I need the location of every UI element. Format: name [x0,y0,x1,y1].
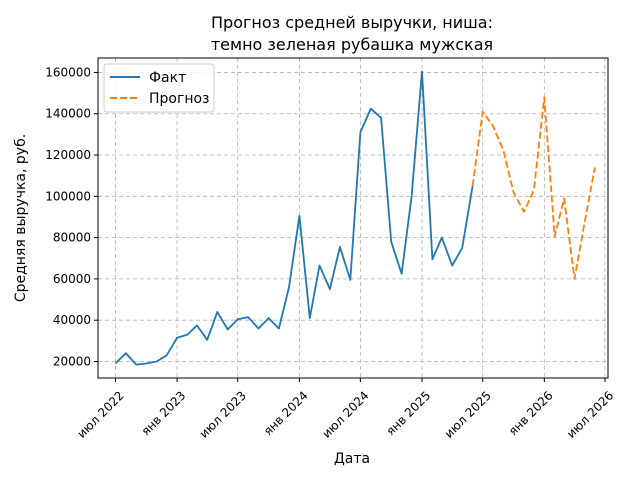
data-point [166,354,168,356]
data-point [563,197,565,199]
data-point [554,236,556,238]
x-tick-label: июл 2026 [564,388,616,440]
x-tick-label: июл 2024 [319,388,371,440]
chart-title-line2: темно зеленая рубашка мужская [211,35,493,54]
data-point [523,211,525,213]
y-tick-label: 120000 [45,148,91,162]
plot-frame [97,57,609,379]
x-tick-label: июл 2023 [197,388,249,440]
data-point [472,185,474,187]
data-point [114,363,116,365]
legend: Факт Прогноз [103,63,215,113]
legend-label-forecast: Прогноз [149,91,210,107]
chart-title-line1: Прогноз средней выручки, ниша: [211,13,493,32]
data-point [584,222,586,224]
data-point [543,96,545,98]
series-lines [114,70,596,366]
x-tick-label: июл 2025 [442,388,494,440]
data-point [441,237,443,239]
data-point [278,327,280,329]
data-point [401,273,403,275]
data-point [492,125,494,127]
data-point [125,352,127,354]
data-point [339,246,341,248]
data-point [247,316,249,318]
y-axis-label: Средняя выручка, руб. [13,134,29,302]
data-point [318,264,320,266]
data-point [206,339,208,341]
data-point [482,111,484,113]
x-tick-label: янв 2026 [506,388,556,438]
x-tick-label: янв 2024 [261,388,311,438]
data-point [502,150,504,152]
data-point [268,317,270,319]
series-line-0 [114,70,474,366]
grid-lines [98,58,608,378]
data-point [359,131,361,133]
data-point [390,241,392,243]
data-point [431,258,433,260]
y-tick-label: 140000 [45,107,91,121]
y-tick-label: 60000 [53,272,91,286]
data-point [227,328,229,330]
data-point [573,278,575,280]
data-point [186,334,188,336]
data-point [135,364,137,366]
y-tick-label: 80000 [53,231,91,245]
data-point [196,324,198,326]
data-point [421,70,423,72]
y-tick-label: 40000 [53,313,91,327]
data-point [533,189,535,191]
data-point [156,360,158,362]
x-tick-label: июл 2022 [74,388,126,440]
data-point [145,363,147,365]
x-tick-label: янв 2025 [384,388,434,438]
x-tick-label: янв 2023 [139,388,189,438]
data-point [237,318,239,320]
legend-label-fact: Факт [149,70,186,86]
y-tick-label: 160000 [45,65,91,79]
data-point [298,215,300,217]
data-point [513,191,515,193]
data-point [288,286,290,288]
data-point [411,195,413,197]
data-point [216,311,218,313]
y-tick-label: 20000 [53,354,91,368]
data-point [451,264,453,266]
data-point [461,247,463,249]
data-point [349,279,351,281]
y-tick-label: 100000 [45,189,91,203]
data-point [329,288,331,290]
x-axis-label: Дата [334,451,370,467]
data-point [370,108,372,110]
axis-ticks: 20000 40000 60000 80000 100000 120000 140000 16… [45,65,616,440]
series-line-1 [471,96,596,280]
data-point [176,337,178,339]
data-point [380,117,382,119]
data-point [594,166,596,168]
data-point [258,327,260,329]
data-point [309,317,311,319]
